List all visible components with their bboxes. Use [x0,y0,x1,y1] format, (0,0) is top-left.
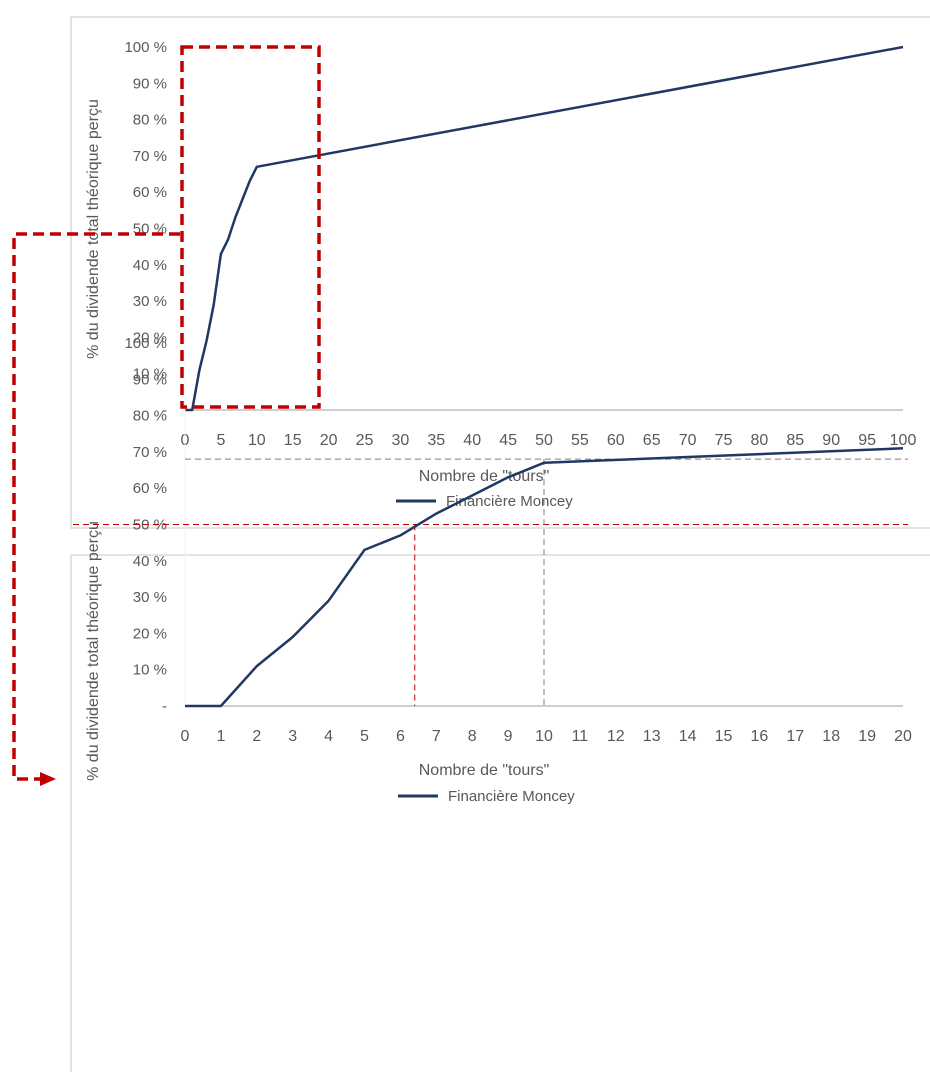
x-tick-label: 5 [360,728,369,745]
x-tick-label: 16 [751,728,769,745]
x-tick-label: 20 [320,432,338,449]
x-tick-label: 25 [356,432,374,449]
x-tick-label: 0 [181,728,190,745]
x-tick-label: 13 [643,728,661,745]
x-tick-label: 5 [216,432,225,449]
x-tick-label: 2 [252,728,261,745]
x-tick-label: 10 [535,728,553,745]
x-tick-label: 85 [786,432,804,449]
zoom-connector-line [12,232,180,781]
y-tick-label: 50 % [133,517,167,534]
y-axis-title: % du dividende total théorique perçu [85,99,102,359]
chart-panel-zoomed [70,554,930,1072]
x-tick-label: 30 [392,432,410,449]
chart-full-range: -10 %20 %30 %40 %50 %60 %70 %80 %90 %100… [85,39,916,510]
y-tick-label: 100 % [124,39,167,56]
x-tick-label: 14 [679,728,697,745]
y-tick-label: - [162,698,167,715]
x-tick-label: 18 [822,728,840,745]
y-tick-label: 60 % [133,184,167,201]
y-tick-label: 10 % [133,366,167,383]
series-line [185,45,904,412]
legend-label: Financière Moncey [448,788,575,805]
x-tick-label: 15 [284,432,302,449]
legend-label: Financière Moncey [446,493,573,510]
x-tick-label: 65 [643,432,661,449]
x-axis-title: Nombre de "tours" [419,468,550,485]
y-tick-label: 20 % [133,329,167,346]
x-tick-label: 12 [607,728,625,745]
x-tick-label: 80 [751,432,769,449]
x-tick-label: 70 [679,432,697,449]
y-tick-label: 70 % [133,148,167,165]
x-tick-label: 9 [504,728,513,745]
x-tick-label: 19 [858,728,876,745]
x-tick-label: 35 [427,432,445,449]
y-axis-title: % du dividende total théorique perçu [85,521,102,781]
x-tick-label: 20 [894,728,912,745]
y-tick-label: 90 % [133,371,167,388]
x-tick-label: 40 [463,432,481,449]
chart-panel-full-range [70,16,930,529]
x-tick-label: 15 [715,728,733,745]
y-tick-label: 40 % [133,553,167,570]
y-tick-label: 10 % [133,662,167,679]
series-line [185,447,904,708]
x-axis-title: Nombre de "tours" [419,762,550,779]
x-tick-label: 95 [858,432,876,449]
x-tick-label: 60 [607,432,625,449]
y-tick-label: 40 % [133,257,167,274]
y-tick-label: 100 % [124,335,167,352]
x-tick-label: 11 [572,728,589,745]
x-tick-label: 6 [396,728,405,745]
chart-zoomed: -10 %20 %30 %40 %50 %60 %70 %80 %90 %100… [73,335,912,805]
y-tick-label: 90 % [133,75,167,92]
y-tick-label: 20 % [133,625,167,642]
y-tick-label: - [162,402,167,419]
y-tick-label: 30 % [133,589,167,606]
y-tick-label: 80 % [133,408,167,425]
x-tick-label: 55 [571,432,589,449]
x-tick-label: 45 [499,432,517,449]
zoom-connector-arrowhead [40,772,56,786]
x-tick-label: 3 [288,728,297,745]
x-tick-label: 17 [786,728,804,745]
y-tick-label: 80 % [133,112,167,129]
y-tick-label: 60 % [133,480,167,497]
x-tick-label: 1 [216,728,225,745]
y-tick-label: 70 % [133,444,167,461]
x-tick-label: 90 [822,432,840,449]
x-tick-label: 50 [535,432,553,449]
x-tick-label: 10 [248,432,266,449]
y-tick-label: 30 % [133,293,167,310]
x-tick-label: 8 [468,728,477,745]
zoom-highlight-box [180,45,321,409]
x-tick-label: 7 [432,728,441,745]
x-tick-label: 100 [890,432,917,449]
x-tick-label: 4 [324,728,333,745]
x-tick-label: 75 [715,432,733,449]
